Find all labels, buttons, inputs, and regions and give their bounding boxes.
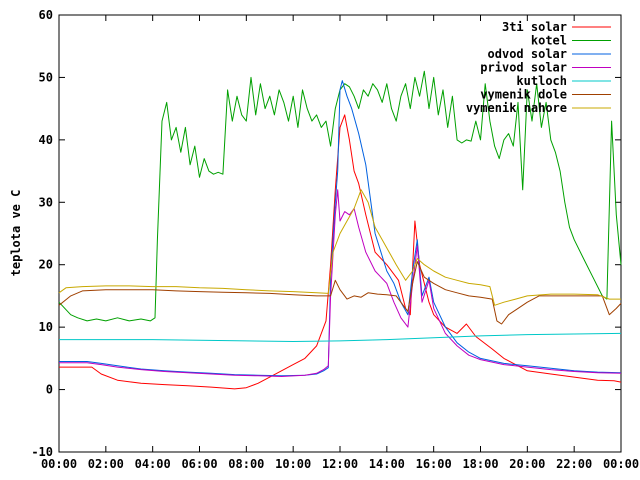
y-tick-label: 40 [39, 133, 53, 147]
x-tick-label: 22:00 [556, 457, 592, 471]
legend-label: odvod solar [488, 47, 567, 61]
legend-label: kutloch [516, 74, 567, 88]
y-tick-label: 10 [39, 320, 53, 334]
y-tick-label: 50 [39, 70, 53, 84]
y-tick-label: -10 [31, 445, 53, 459]
series-line-vymenik-dole [58, 261, 622, 325]
series-line-kutloch [59, 332, 622, 342]
x-tick-label: 12:00 [322, 457, 358, 471]
legend-label: vymenik nahore [466, 101, 567, 115]
legend-label: kotel [531, 34, 567, 48]
axis-ticks: -10 0 10 20 30 40 50 60 00:00 02:00 04:00 06:00 08:0… [31, 8, 639, 471]
x-tick-label: 00:00 [603, 457, 639, 471]
legend-label: vymenik dole [480, 88, 567, 102]
legend-label: privod solar [480, 61, 567, 75]
x-tick-label: 18:00 [462, 457, 498, 471]
x-tick-label: 16:00 [416, 457, 452, 471]
series-line-vymenik-nahore [58, 189, 621, 306]
x-tick-label: 00:00 [41, 457, 77, 471]
x-tick-label: 04:00 [135, 457, 171, 471]
y-tick-label: 20 [39, 258, 53, 272]
series-line-privod-solar [59, 189, 622, 377]
x-tick-label: 20:00 [509, 457, 545, 471]
series-line-3ti-solar [59, 114, 622, 390]
x-tick-label: 06:00 [181, 457, 217, 471]
x-tick-label: 14:00 [369, 457, 405, 471]
y-tick-label: 0 [46, 383, 53, 397]
series-line-kotel [58, 70, 622, 322]
x-tick-label: 08:00 [228, 457, 264, 471]
legend-label: 3ti solar [502, 20, 567, 34]
y-axis-label: teplota ve C [9, 190, 23, 277]
x-tick-label: 02:00 [88, 457, 124, 471]
series-line-odvod-solar [59, 80, 622, 377]
series-lines [58, 70, 622, 390]
x-tick-label: 10:00 [275, 457, 311, 471]
y-tick-label: 60 [39, 8, 53, 22]
y-tick-label: 30 [39, 195, 53, 209]
